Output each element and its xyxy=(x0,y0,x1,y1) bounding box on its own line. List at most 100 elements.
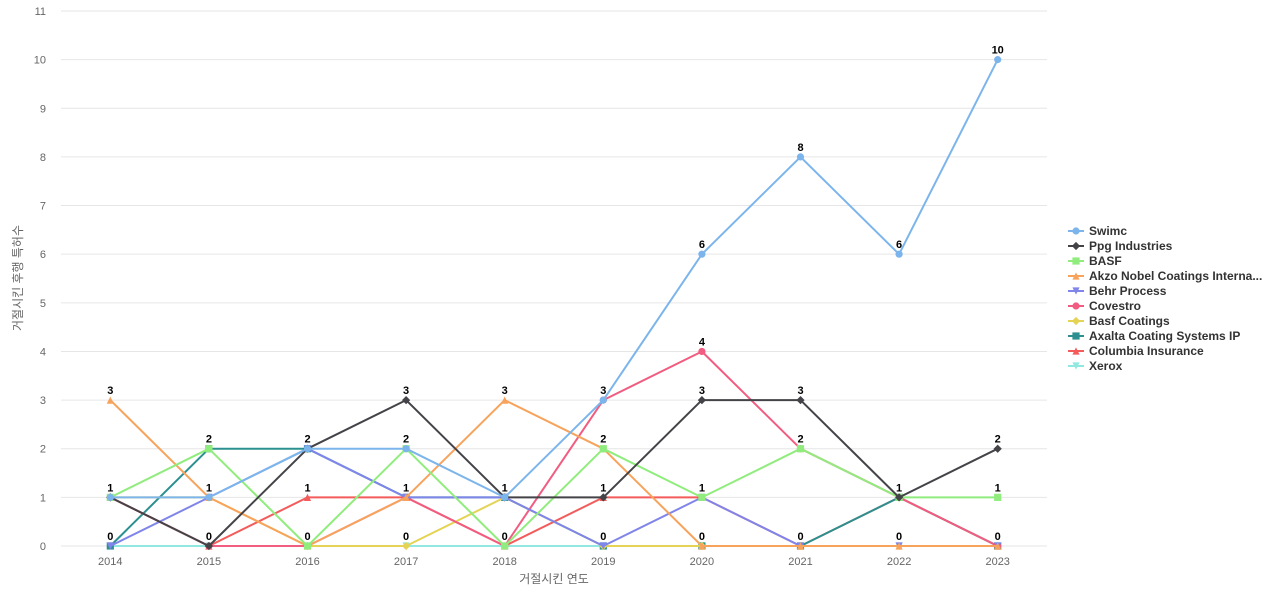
data-point[interactable] xyxy=(205,493,213,501)
data-label: 1 xyxy=(995,482,1001,494)
data-label: 3 xyxy=(600,385,606,397)
data-label: 1 xyxy=(600,482,606,494)
data-point[interactable] xyxy=(303,445,312,453)
data-point[interactable] xyxy=(402,445,410,453)
legend-item[interactable]: Swimc xyxy=(1068,224,1127,238)
data-point[interactable] xyxy=(106,493,114,501)
legend-marker[interactable] xyxy=(1071,316,1081,326)
x-tick-label: 2023 xyxy=(985,556,1009,568)
legend-marker[interactable] xyxy=(1071,241,1081,251)
data-point[interactable] xyxy=(895,493,904,502)
data-point[interactable] xyxy=(501,396,509,404)
legend-label: Swimc xyxy=(1089,224,1127,238)
data-point[interactable] xyxy=(599,493,608,502)
x-axis-title: 거절시킨 연도 xyxy=(519,572,589,586)
data-label: 0 xyxy=(797,531,803,543)
series-line[interactable] xyxy=(109,399,998,547)
x-tick-label: 2017 xyxy=(394,556,418,568)
legend-label: Covestro xyxy=(1089,299,1141,313)
data-label: 0 xyxy=(699,531,705,543)
y-tick-label: 10 xyxy=(34,55,46,67)
legend-item[interactable]: Covestro xyxy=(1068,299,1141,313)
data-point[interactable] xyxy=(994,542,1002,550)
data-point[interactable] xyxy=(796,542,805,550)
data-point[interactable] xyxy=(994,56,1002,64)
data-point[interactable] xyxy=(303,493,312,501)
legend-marker[interactable] xyxy=(1072,287,1080,295)
legend-item[interactable]: Behr Process xyxy=(1068,284,1167,298)
legend-marker[interactable] xyxy=(1072,227,1080,235)
data-point[interactable] xyxy=(205,445,213,453)
data-point[interactable] xyxy=(698,542,706,550)
data-point[interactable] xyxy=(501,542,509,550)
data-point[interactable] xyxy=(402,395,411,405)
data-label: 1 xyxy=(206,482,212,494)
data-point[interactable] xyxy=(698,347,706,356)
data-point[interactable] xyxy=(106,396,114,404)
y-tick-label: 9 xyxy=(40,103,46,115)
y-tick-label: 4 xyxy=(40,346,46,358)
y-tick-label: 2 xyxy=(40,444,46,456)
data-point[interactable] xyxy=(796,395,805,405)
legend-marker[interactable] xyxy=(1072,332,1080,340)
data-point[interactable] xyxy=(697,395,706,405)
data-label: 6 xyxy=(896,239,902,251)
legend-item[interactable]: Ppg Industries xyxy=(1068,239,1173,253)
legend-label: BASF xyxy=(1089,254,1122,268)
legend-item[interactable]: Axalta Coating Systems IP xyxy=(1068,329,1240,343)
legend-item[interactable]: Columbia Insurance xyxy=(1068,344,1204,358)
data-label: 4 xyxy=(699,336,706,348)
y-tick-label: 8 xyxy=(40,152,46,164)
legend-marker[interactable] xyxy=(1072,362,1080,370)
data-label: 1 xyxy=(107,482,113,494)
data-point[interactable] xyxy=(994,493,1002,501)
data-point[interactable] xyxy=(599,396,607,404)
data-point[interactable] xyxy=(599,445,607,453)
data-label: 2 xyxy=(403,434,409,446)
data-label: 2 xyxy=(600,434,606,446)
data-point[interactable] xyxy=(796,153,805,161)
data-point[interactable] xyxy=(402,493,410,501)
data-point[interactable] xyxy=(698,250,706,258)
legend-item[interactable]: Xerox xyxy=(1068,359,1123,373)
x-tick-label: 2020 xyxy=(690,556,714,568)
x-tick-label: 2019 xyxy=(591,556,615,568)
legend-item[interactable]: Akzo Nobel Coatings Interna... xyxy=(1068,269,1262,283)
data-label: 0 xyxy=(107,531,113,543)
data-point[interactable] xyxy=(204,541,213,551)
data-point[interactable] xyxy=(993,444,1002,453)
legend-label: Xerox xyxy=(1089,359,1123,373)
data-point[interactable] xyxy=(698,493,706,501)
y-tick-label: 3 xyxy=(40,395,46,407)
legend-marker[interactable] xyxy=(1072,272,1080,280)
data-point[interactable] xyxy=(796,445,805,453)
data-label: 0 xyxy=(600,531,606,543)
data-point[interactable] xyxy=(402,541,411,551)
data-point[interactable] xyxy=(303,542,312,550)
x-tick-label: 2022 xyxy=(887,556,911,568)
data-point[interactable] xyxy=(599,542,607,550)
x-tick-label: 2015 xyxy=(197,556,221,568)
data-point[interactable] xyxy=(106,542,114,550)
legend-item[interactable]: BASF xyxy=(1068,254,1122,268)
legend-marker[interactable] xyxy=(1072,347,1080,355)
data-label: 1 xyxy=(502,482,508,494)
data-point[interactable] xyxy=(501,493,509,501)
series-line[interactable] xyxy=(109,399,999,547)
data-label: 6 xyxy=(699,239,705,251)
data-point[interactable] xyxy=(895,542,903,550)
data-label: 2 xyxy=(206,434,212,446)
data-label: 1 xyxy=(403,482,409,494)
legend-marker[interactable] xyxy=(1072,257,1080,265)
data-label: 1 xyxy=(304,482,310,494)
data-point[interactable] xyxy=(895,250,903,258)
series-line[interactable] xyxy=(110,59,999,499)
legend-marker[interactable] xyxy=(1072,302,1080,310)
legend-item[interactable]: Basf Coatings xyxy=(1068,314,1170,328)
legend-label: Columbia Insurance xyxy=(1089,344,1204,358)
y-axis-ticks: 0 1 2 3 4 5 6 7 8 9 10 11 xyxy=(34,6,46,553)
series-group xyxy=(106,56,1002,551)
data-label: 0 xyxy=(995,531,1001,543)
